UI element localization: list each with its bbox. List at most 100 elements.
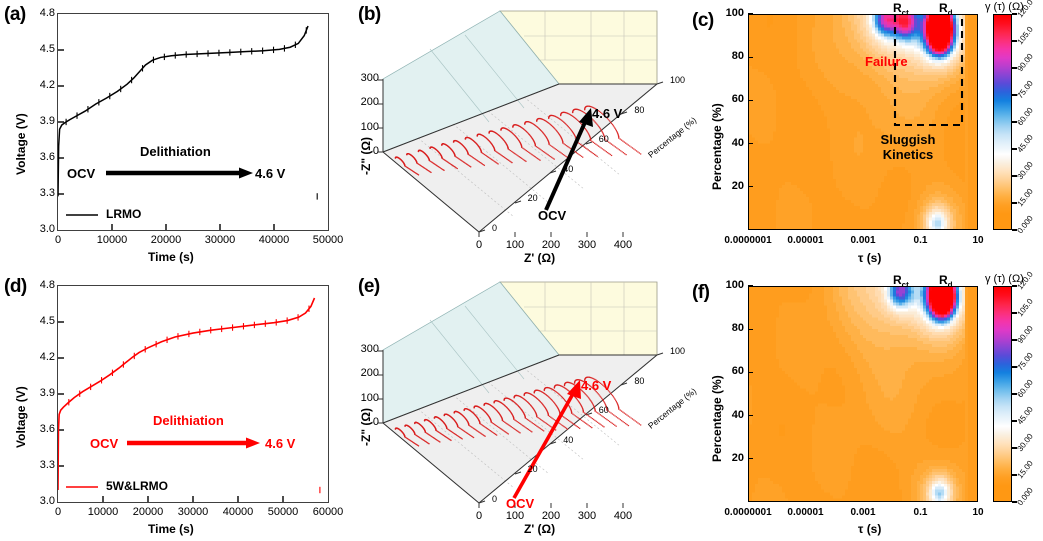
panel-e-tag: (e): [358, 276, 380, 297]
panel-e-annotation-start: OCV: [506, 496, 535, 511]
panel-d-annotation-end: 4.6 V: [265, 436, 296, 451]
xtick-100: 100: [505, 239, 525, 251]
panel-d-legend-label: 5W&LRMO: [106, 479, 168, 493]
colorbar-tick: [1012, 67, 1017, 69]
ztick-100: 100: [670, 75, 686, 85]
ytick-4.2: 4.2: [39, 79, 55, 91]
panel-b-arrow-icon: [544, 108, 593, 211]
ztick-60: 60: [598, 405, 609, 416]
colorbar-tick: [1012, 339, 1017, 341]
panel-d-tag: (d): [4, 276, 27, 297]
panel-d-legend-swatch: [66, 486, 98, 488]
xtick-0: 0: [54, 234, 62, 246]
xtick-0.1: 0.1: [913, 235, 928, 246]
xtick-40000: 40000: [258, 234, 290, 246]
ytick-100: 100: [360, 391, 379, 404]
ztick-40: 40: [563, 434, 574, 445]
ytick-4.5: 4.5: [39, 315, 55, 327]
ytick-80: 80: [731, 322, 744, 335]
ztick-0: 0: [492, 494, 498, 504]
xtick-40000: 40000: [222, 506, 254, 518]
panel-c-rct-label: Rct: [893, 1, 909, 18]
panel-e-arrow-icon: [512, 380, 581, 499]
colorbar-tick: [1012, 501, 1017, 503]
xtick-0.0000001: 0.0000001: [724, 235, 772, 246]
ytick-mark: [748, 414, 753, 417]
panel-a-legend-label: LRMO: [106, 207, 142, 221]
ytick-mark: [748, 328, 753, 330]
xtick-0: 0: [475, 239, 483, 251]
xtick-0.001: 0.001: [850, 507, 876, 518]
colorbar-tick: [1012, 312, 1017, 314]
ytick-20: 20: [731, 179, 744, 192]
panel-b-tag: (b): [358, 4, 381, 25]
ytick-4.2: 4.2: [39, 351, 55, 363]
xtick-10: 10: [972, 235, 984, 246]
panel-c: (c) Percentage (%) τ (s) Rct Rd Failure …: [690, 0, 1043, 270]
xtick-30000: 30000: [177, 506, 209, 518]
panel-b: (b): [348, 0, 698, 270]
colorbar-tick: [1012, 202, 1017, 204]
panel-f-rct-label: Rct: [893, 273, 909, 290]
colorbar-tick-label-45.00: 45.00: [1015, 404, 1035, 427]
panel-d-curve: [58, 297, 321, 502]
panel-c-failure-label: Failure: [865, 54, 908, 69]
panel-b-annotation-end: 4.6 V: [592, 106, 623, 121]
panel-a-annotation-start: OCV: [67, 166, 96, 181]
ytick-100: 100: [725, 7, 744, 19]
ytick-4.5: 4.5: [39, 43, 55, 55]
xtick-300: 300: [577, 239, 597, 251]
panel-f-rd-label: Rd: [939, 273, 953, 290]
xtick-0.1: 0.1: [913, 507, 928, 518]
xtick-400: 400: [613, 239, 633, 251]
colorbar-tick: [1012, 447, 1017, 449]
xtick-50000: 50000: [267, 506, 299, 518]
panel-c-heatmap: [748, 14, 978, 230]
ytick-200: 200: [360, 96, 379, 109]
ytick-3.0: 3.0: [39, 495, 55, 507]
xtick-0.0000001: 0.0000001: [724, 507, 772, 518]
ytick-mark: [748, 142, 753, 145]
colorbar-tick-label-30.00: 30.00: [1015, 431, 1035, 454]
ytick-mark: [748, 56, 753, 58]
colorbar-tick: [1012, 474, 1017, 476]
panel-e-3d-plot: [378, 281, 664, 508]
xtick-10000: 10000: [96, 234, 128, 246]
ytick-80: 80: [731, 50, 744, 63]
ztick-60: 60: [598, 134, 609, 145]
panel-a-tag: (a): [4, 4, 26, 25]
xtick-0: 0: [475, 510, 483, 522]
ytick-3.3: 3.3: [39, 187, 55, 199]
ytick-mark: [748, 99, 753, 102]
panel-d-xlabel: Time (s): [148, 522, 194, 536]
panel-d-plot-area: [57, 285, 329, 503]
panel-f: (f) Percentage (%) τ (s) Rct Rd 20 40 60 80…: [690, 270, 1043, 541]
panel-c-colorbar: [993, 14, 1012, 230]
ytick-3.6: 3.6: [39, 423, 55, 435]
ytick-3.3: 3.3: [39, 459, 55, 471]
ytick-0: 0: [372, 416, 379, 428]
ztick-80: 80: [634, 375, 645, 386]
xtick-0.00001: 0.00001: [787, 235, 824, 246]
ytick-200: 200: [360, 367, 379, 380]
colorbar-tick: [1012, 393, 1017, 395]
panel-b-3d-plot: [378, 10, 664, 237]
panel-c-tag: (c): [692, 10, 714, 31]
ztick-20: 20: [527, 193, 538, 204]
xtick-30000: 30000: [204, 234, 236, 246]
ytick-mark: [748, 371, 753, 374]
xtick-20000: 20000: [132, 506, 164, 518]
colorbar-tick-label-90.00: 90.00: [1015, 51, 1035, 74]
ytick-4.8: 4.8: [39, 279, 55, 291]
panel-c-sluggish-label: Sluggish Kinetics: [880, 132, 936, 162]
ytick-mark: [748, 458, 753, 460]
ytick-4.8: 4.8: [39, 7, 55, 19]
colorbar-tick-label-30.00: 30.00: [1015, 159, 1035, 182]
xtick-100: 100: [505, 510, 525, 522]
ytick-3.9: 3.9: [39, 387, 55, 399]
ytick-3.9: 3.9: [39, 115, 55, 127]
ytick-40: 40: [731, 408, 744, 421]
xtick-20000: 20000: [150, 234, 182, 246]
colorbar-tick: [1012, 175, 1017, 177]
